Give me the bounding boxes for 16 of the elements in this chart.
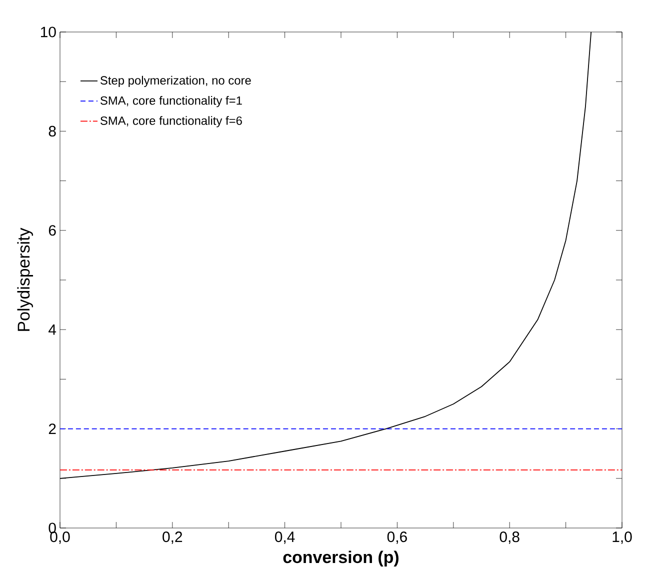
x-tick-label: 0,8 [500,532,520,544]
y-axis-title: Polydispersity [17,228,34,331]
x-tick-label: 0,4 [274,532,295,544]
x-tick-label: 0,2 [162,532,182,544]
legend-label: SMA, core functionality f=1 [100,96,242,108]
y-tick-label: 8 [48,126,56,136]
y-tick-label: 2 [48,424,56,434]
x-tick-label: 0,6 [387,532,407,544]
y-tick-label: 6 [48,225,56,236]
y-tick-label: 10 [41,26,56,38]
legend-label: SMA, core functionality f=6 [100,116,242,128]
x-axis-title: conversion (p) [283,550,398,566]
x-tick-label: 1,0 [612,532,632,544]
legend-label: Step polymerization, no core [100,76,251,88]
y-tick-label: 4 [48,324,56,335]
x-tick-label: 0,0 [50,532,70,544]
